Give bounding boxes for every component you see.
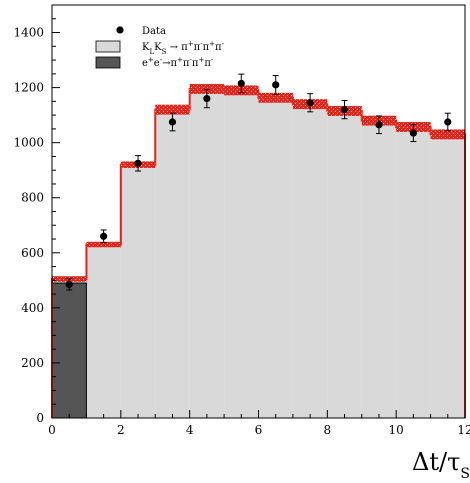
x-tick-label: 0 <box>48 423 56 437</box>
data-point <box>134 159 142 167</box>
y-tick-label: 800 <box>21 191 44 205</box>
histogram-bar <box>155 109 190 419</box>
data-point <box>306 99 314 107</box>
y-tick-label: 1400 <box>13 26 44 40</box>
uncertainty-band-segment <box>86 241 121 248</box>
y-tick-label: 0 <box>36 411 44 425</box>
histogram-bar <box>189 88 225 418</box>
x-tick-label: 4 <box>186 423 194 437</box>
x-tick-label: 8 <box>324 423 332 437</box>
histogram-layer <box>51 87 466 419</box>
legend-marker-signal <box>95 40 121 53</box>
uncertainty-band-segment <box>189 84 225 94</box>
y-tick-label: 1200 <box>13 81 44 95</box>
histogram-bar <box>86 244 121 418</box>
uncertainty-band-segment <box>430 129 465 140</box>
histogram-bar <box>396 126 431 419</box>
x-tick-label: 6 <box>255 423 263 437</box>
data-point <box>168 118 177 126</box>
background-bar <box>51 282 87 419</box>
histogram-bar <box>120 164 156 418</box>
y-tick-label: 600 <box>21 246 44 260</box>
uncertainty-band-segment <box>258 92 293 103</box>
y-tick-label: 200 <box>21 356 44 370</box>
histogram-bar <box>224 90 259 418</box>
histogram-bar <box>258 97 293 419</box>
data-point <box>272 81 280 89</box>
histogram-bar <box>292 104 328 419</box>
data-points-layer <box>65 73 452 291</box>
y-tick-label: 400 <box>21 301 44 315</box>
legend: Data KLKS → π+π-π+π-e+e-→π+π-π+π- <box>95 26 225 69</box>
data-point <box>375 121 383 129</box>
histogram-bar <box>327 111 362 419</box>
x-tick-label: 2 <box>117 423 125 437</box>
data-point <box>409 129 417 137</box>
legend-marker-data <box>116 26 124 34</box>
legend-marker-background <box>95 56 121 69</box>
data-point <box>100 232 108 240</box>
y-tick-label: 1000 <box>13 136 44 150</box>
x-tick-label: 10 <box>389 423 404 437</box>
legend-label-data: Data <box>142 26 166 37</box>
data-point <box>203 95 211 103</box>
legend-label-background: e+e-→π+π-π+π- <box>142 56 214 69</box>
histogram-bar <box>361 120 397 418</box>
uncertainty-band-segment <box>155 104 190 115</box>
data-point <box>237 79 245 88</box>
x-tick-label: 12 <box>457 423 470 437</box>
data-point <box>340 106 349 114</box>
x-axis-label: Δt/τS <box>412 448 470 482</box>
data-point <box>65 280 73 289</box>
legend-label-signal: KLKS → π+π-π+π- <box>142 40 225 56</box>
data-point <box>444 118 452 126</box>
axis-layer: 0 200 400 600 800 1000 1200 1400 0 2 4 6 8 10 12 <box>13 4 470 437</box>
histogram-bar <box>430 134 465 418</box>
